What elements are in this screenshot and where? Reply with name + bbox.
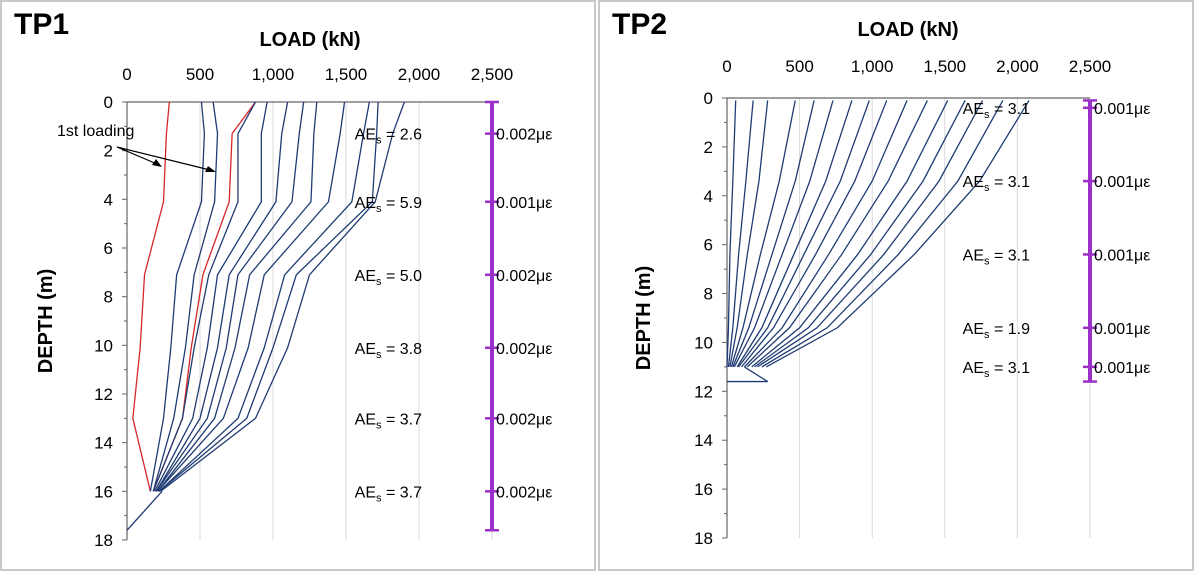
series-line (152, 101, 219, 492)
chart-title: TP1 (14, 8, 70, 41)
strain-label: 0.001με (1094, 174, 1150, 191)
ae-label: AEs = 3.1 (963, 101, 1030, 121)
series-line (732, 100, 815, 368)
y-tick-label: 10 (694, 333, 713, 352)
x-tick-label: 1,000 (252, 65, 295, 84)
series-line (152, 101, 257, 492)
series-line (157, 101, 346, 492)
y-axis-title: DEPTH (m) (633, 266, 655, 370)
y-tick-label: 8 (104, 288, 113, 307)
ae-label: AEs = 3.8 (355, 341, 422, 361)
y-tick-label: 12 (94, 385, 113, 404)
y-tick-label: 18 (94, 531, 113, 550)
ae-label: AEs = 3.1 (963, 360, 1030, 380)
series-line (761, 100, 1004, 368)
x-tick-label: 1,500 (325, 65, 368, 84)
chart-plot-tp2: 0 500 1,000 1,500 2,000 2,500 0 2 4 6 8 10 12 14 16 18 L… (633, 19, 1150, 548)
strain-label: 0.001με (496, 195, 552, 212)
series-line (726, 100, 737, 367)
series-line (158, 101, 370, 492)
y-tick-label: 16 (94, 482, 113, 501)
ae-label: AEs = 2.6 (355, 127, 422, 147)
y-tick-label: 10 (94, 336, 113, 355)
strain-label: 0.002με (496, 127, 552, 144)
annotation-arrow (116, 146, 211, 171)
y-tick-label: 0 (104, 93, 113, 112)
ae-label: AEs = 3.1 (963, 174, 1030, 194)
series-line (149, 101, 206, 492)
ae-label: AEs = 5.9 (355, 195, 422, 215)
y-tick-label: 8 (704, 285, 713, 304)
y-tick-label: 14 (94, 434, 113, 453)
strain-label: 0.001με (1094, 101, 1150, 118)
x-tick-label: 2,000 (398, 65, 441, 84)
y-tick-label: 6 (104, 239, 113, 258)
x-axis-title: LOAD (kN) (857, 19, 958, 41)
strain-label: 0.002με (496, 268, 552, 285)
x-tick-label: 2,500 (1069, 57, 1112, 76)
strain-label: 0.002με (496, 341, 552, 358)
series-line (727, 100, 754, 367)
series-line (729, 100, 769, 368)
y-axis-title: DEPTH (m) (35, 269, 57, 373)
y-tick-label: 16 (694, 480, 713, 499)
y-tick-label: 12 (694, 382, 713, 401)
strain-label: 0.002με (496, 411, 552, 428)
y-tick-label: 0 (704, 89, 713, 108)
series-line (158, 101, 379, 492)
ae-label: AEs = 3.7 (355, 484, 422, 504)
x-tick-label: 1,500 (924, 57, 967, 76)
chart-panel-tp2: TP2 0 500 1,000 1,500 2,000 2,500 0 2 4 6 8 10 12 14 1… (598, 0, 1194, 571)
series-line (765, 100, 1030, 368)
chart-panel-tp1: TP1 0 500 1,000 1,500 2,000 2,500 0 2 4 6 8 10 12 14 1… (0, 0, 596, 571)
series-line (744, 366, 769, 383)
series-line (155, 101, 305, 492)
series-line (736, 100, 853, 368)
series-line (751, 100, 949, 368)
strain-label: 0.002με (496, 484, 552, 501)
series-line (738, 100, 870, 368)
series-line (733, 100, 834, 368)
y-tick-label: 18 (694, 529, 713, 548)
series-line (160, 101, 406, 492)
x-tick-label: 500 (186, 65, 214, 84)
y-tick-label: 14 (694, 431, 713, 450)
series-line (743, 100, 908, 368)
x-tick-label: 500 (785, 57, 813, 76)
ae-label: AEs = 3.1 (963, 247, 1030, 267)
x-tick-label: 2,500 (471, 65, 514, 84)
x-tick-label: 0 (122, 65, 131, 84)
strain-label: 0.001με (1094, 360, 1150, 377)
y-tick-label: 6 (704, 236, 713, 255)
series-line (757, 100, 984, 368)
annotation-arrow (116, 146, 158, 165)
y-tick-label: 2 (104, 142, 113, 161)
series-line (154, 101, 268, 492)
chart-title: TP2 (612, 8, 668, 41)
series-line (157, 101, 318, 492)
x-tick-label: 2,000 (996, 57, 1039, 76)
x-tick-label: 1,000 (851, 57, 894, 76)
series-line (741, 100, 888, 368)
chart-plot-tp1: 0 500 1,000 1,500 2,000 2,500 0 2 4 6 8 10 12 14 16 18 L… (35, 29, 552, 550)
series-line (754, 100, 966, 368)
strain-label: 0.001με (1094, 321, 1150, 338)
y-tick-label: 2 (704, 138, 713, 157)
series-line (126, 490, 163, 531)
series-line (132, 101, 170, 492)
ae-label: AEs = 1.9 (963, 321, 1030, 341)
annotation-arrowhead (205, 166, 216, 172)
annotation-arrowhead (152, 159, 162, 167)
y-tick-label: 4 (104, 190, 113, 209)
y-tick-label: 4 (704, 187, 713, 206)
ae-label: AEs = 3.7 (355, 411, 422, 431)
series-line (730, 100, 796, 368)
x-tick-label: 0 (722, 57, 731, 76)
x-axis-title: LOAD (kN) (259, 29, 360, 51)
series-line (155, 101, 289, 492)
ae-label: AEs = 5.0 (355, 268, 422, 288)
annotation-label: 1st loading (57, 123, 134, 140)
strain-label: 0.001με (1094, 247, 1150, 264)
series-line (746, 100, 928, 368)
